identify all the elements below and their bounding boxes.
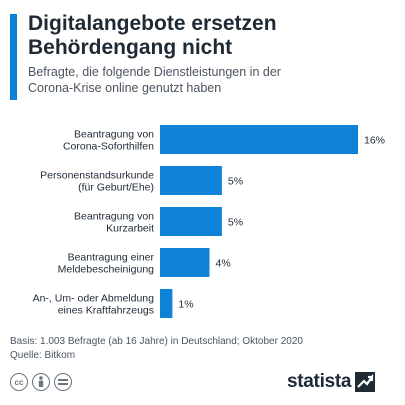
license-icons: cc: [10, 373, 72, 393]
category-label-1-line-1: Beantragung von: [74, 129, 154, 141]
chart-title: Digitalangebote ersetzen Behördengang ni…: [28, 12, 398, 60]
bar-2: [160, 166, 222, 195]
chart-footer: Basis: 1.003 Befragte (ab 16 Jahre) in D…: [10, 335, 400, 363]
title-accent-bar: [10, 14, 17, 100]
bar-3: [160, 207, 222, 236]
statista-logo-icon: [355, 372, 376, 392]
category-label-4-line-1: Beantragung einer: [68, 252, 155, 264]
chart-subtitle-line-1: Befragte, die folgende Dienstleistungen …: [28, 65, 281, 79]
category-label-3-line-2: Kurzarbeit: [106, 223, 154, 235]
footnote-source: Quelle: Bitkom: [10, 350, 76, 361]
bar-1: [160, 125, 358, 154]
value-label-1: 16%: [364, 135, 385, 147]
chart-title-line-1: Digitalangebote ersetzen: [28, 12, 277, 35]
statista-brand[interactable]: statista: [287, 371, 376, 393]
category-label-1-line-2: Corona-Soforthilfen: [63, 141, 154, 153]
value-label-4: 4%: [216, 258, 231, 270]
value-label-2: 5%: [228, 176, 243, 188]
brand-name: statista: [287, 371, 352, 392]
person-icon: [38, 376, 44, 387]
bar-4: [160, 248, 210, 277]
nd-icon[interactable]: [54, 373, 72, 391]
chart-title-line-2: Behördengang nicht: [28, 36, 233, 59]
by-icon[interactable]: [32, 373, 50, 391]
chart-subtitle-line-2: Corona-Krise online genutzt haben: [28, 81, 222, 95]
category-label-5-line-1: An-, Um- oder Abmeldung: [33, 293, 155, 305]
cc-icon[interactable]: cc: [10, 373, 28, 391]
value-label-5: 1%: [178, 299, 193, 311]
chart-subtitle: Befragte, die folgende Dienstleistungen …: [28, 64, 398, 96]
category-label-3-line-1: Beantragung von: [74, 211, 154, 223]
bar-5: [160, 289, 173, 318]
equals-icon: [58, 379, 68, 385]
category-label-2-line-1: Personenstandsurkunde: [40, 170, 154, 182]
category-label-4-line-2: Meldebescheinigung: [58, 264, 154, 276]
footnote-basis: Basis: 1.003 Befragte (ab 16 Jahre) in D…: [10, 336, 303, 347]
value-label-3: 5%: [228, 217, 243, 229]
category-label-5-line-2: eines Kraftfahrzeugs: [58, 305, 154, 317]
category-label-2-line-2: (für Geburt/Ehe): [78, 182, 154, 194]
